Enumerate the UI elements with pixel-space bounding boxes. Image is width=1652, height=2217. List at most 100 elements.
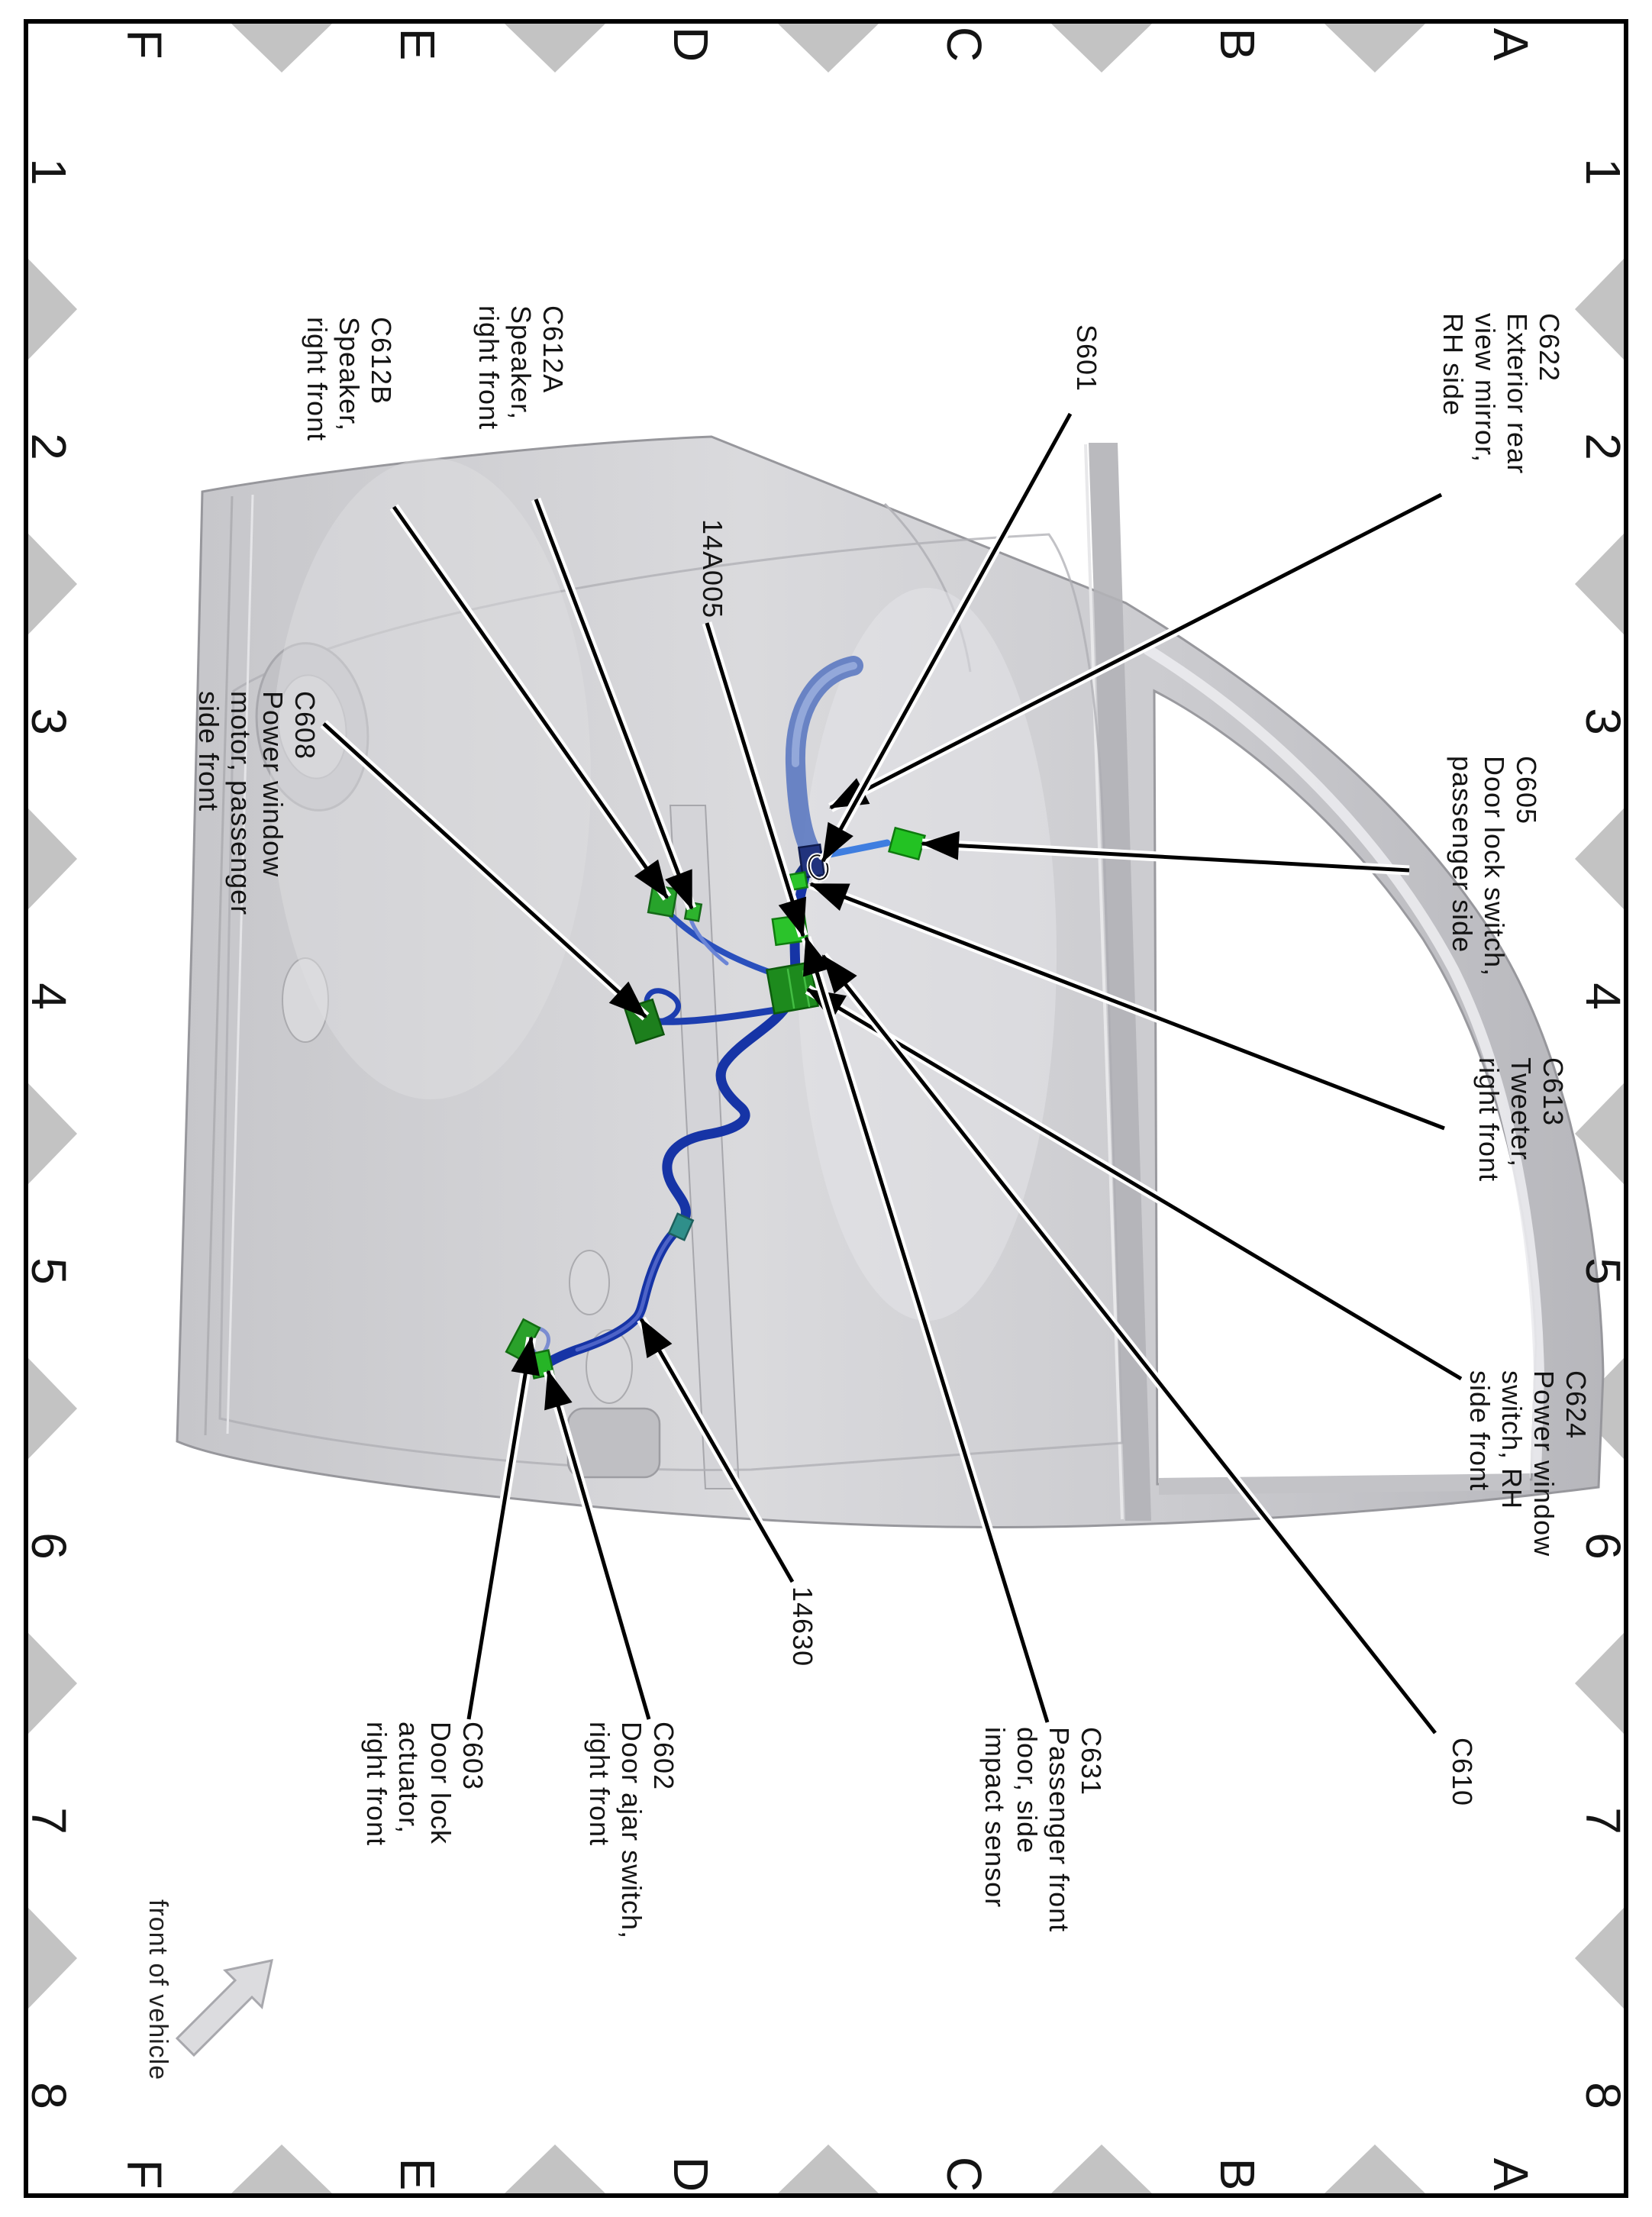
inner-panel-recess bbox=[218, 533, 1124, 1472]
hem-highlight bbox=[226, 494, 254, 1434]
grid-triangle bbox=[1325, 24, 1425, 73]
leader-14A005 bbox=[705, 622, 807, 937]
grid-triangle bbox=[231, 2144, 332, 2193]
connector-teal-clip bbox=[667, 1212, 695, 1241]
leader-C605 bbox=[921, 831, 1410, 873]
s601-splice-ring-outline bbox=[808, 854, 829, 880]
leader-14630 bbox=[639, 1318, 795, 1583]
grid-number-top-8: 8 bbox=[1576, 2082, 1631, 2109]
front-of-vehicle-arrow-icon bbox=[175, 1959, 273, 2057]
grid-number-bottom-4: 4 bbox=[21, 983, 76, 1010]
callout-14A005: 14A005 bbox=[697, 519, 728, 619]
grid-triangle bbox=[28, 534, 77, 634]
grid-number-bottom-5: 5 bbox=[21, 1257, 76, 1285]
grid-triangle bbox=[28, 808, 77, 909]
belt-line-band bbox=[1089, 443, 1151, 1521]
panel-oval-1 bbox=[569, 1250, 610, 1315]
panel-sheen-lower bbox=[270, 458, 591, 1099]
grid-number-bottom-1: 1 bbox=[21, 158, 76, 186]
grid-triangle bbox=[1325, 2144, 1425, 2193]
lock-recess bbox=[566, 1407, 661, 1479]
callout-C631: C631 Passenger front door, side impact s… bbox=[979, 1727, 1107, 1933]
callout-C603: C603 Door lock actuator, right front bbox=[361, 1722, 489, 1847]
callout-14630: 14630 bbox=[787, 1586, 818, 1667]
grid-triangle bbox=[778, 2144, 879, 2193]
hem-line bbox=[204, 495, 234, 1436]
grid-triangle bbox=[28, 1083, 77, 1184]
callout-leaders bbox=[320, 411, 1464, 1737]
leader-C631 bbox=[802, 936, 1050, 1723]
leader-C622 bbox=[829, 492, 1443, 810]
callout-C608: C608 Power window motor, passenger side … bbox=[193, 691, 321, 916]
grid-letter-right-A: A bbox=[1483, 2157, 1538, 2191]
grid-letter-right-B: B bbox=[1210, 2157, 1265, 2191]
grid-triangle bbox=[505, 24, 605, 73]
grid-letter-left-A: A bbox=[1483, 27, 1538, 61]
grid-letter-left-D: D bbox=[663, 26, 718, 63]
leader-C624 bbox=[806, 987, 1463, 1381]
grid-triangle bbox=[1051, 24, 1152, 73]
grid-number-top-5: 5 bbox=[1576, 1257, 1631, 1285]
grid-number-bottom-3: 3 bbox=[21, 708, 76, 735]
grid-number-top-1: 1 bbox=[1576, 158, 1631, 186]
grid-triangle bbox=[1575, 808, 1624, 909]
regulator-channel bbox=[669, 805, 740, 1489]
panel-oval-2 bbox=[586, 1329, 633, 1404]
grid-number-bottom-2: 2 bbox=[21, 433, 76, 460]
callout-C624: C624 Power window switch, RH side front bbox=[1464, 1370, 1592, 1557]
grid-triangle bbox=[28, 1908, 77, 2009]
grid-triangle bbox=[28, 1633, 77, 1734]
sash-rear-post bbox=[1158, 1473, 1531, 1495]
leader-C613 bbox=[809, 882, 1445, 1131]
grid-triangle bbox=[1575, 534, 1624, 634]
grid-triangle bbox=[1575, 1083, 1624, 1184]
grid-triangle bbox=[1575, 259, 1624, 360]
callout-S601: S601 bbox=[1071, 324, 1102, 392]
grid-number-bottom-8: 8 bbox=[21, 2082, 76, 2109]
harness-conduit-highlight bbox=[791, 662, 857, 767]
grid-number-top-6: 6 bbox=[1576, 1532, 1631, 1560]
grid-triangle bbox=[1051, 2144, 1152, 2193]
callout-C602: C602 Door ajar switch, right front bbox=[584, 1722, 679, 1940]
callout-C605: C605 Door lock switch, passenger side bbox=[1447, 756, 1542, 977]
callout-C612A: C612A Speaker, right front bbox=[473, 305, 569, 431]
speaker-embossment-inner bbox=[277, 674, 347, 779]
grid-letter-right-C: C bbox=[937, 2156, 992, 2193]
grid-triangle bbox=[231, 24, 332, 73]
grid-number-top-2: 2 bbox=[1576, 433, 1631, 460]
grid-triangle bbox=[28, 259, 77, 360]
grid-letter-left-F: F bbox=[117, 29, 172, 60]
grid-letter-right-F: F bbox=[117, 2159, 172, 2190]
grid-triangles bbox=[28, 24, 1624, 2193]
grid-letter-left-B: B bbox=[1210, 27, 1265, 61]
grid-number-bottom-7: 7 bbox=[21, 1807, 76, 1835]
grid-triangle bbox=[778, 24, 879, 73]
grid-letter-right-E: E bbox=[390, 2157, 445, 2191]
grid-number-bottom-6: 6 bbox=[21, 1532, 76, 1560]
grid-number-top-7: 7 bbox=[1576, 1807, 1631, 1835]
leader-C612A bbox=[534, 499, 694, 910]
callout-C612B: C612B Speaker, right front bbox=[302, 317, 397, 442]
grid-triangle bbox=[1575, 1908, 1624, 2009]
sash-highlight bbox=[1144, 644, 1545, 1474]
leader-C603 bbox=[466, 1336, 540, 1720]
grid-letter-left-C: C bbox=[937, 26, 992, 63]
leader-C602 bbox=[544, 1370, 651, 1720]
harness-trunk-highlight bbox=[575, 1231, 676, 1352]
leader-C608 bbox=[322, 722, 647, 1018]
grid-triangle bbox=[28, 1358, 77, 1459]
grid-letter-right-D: D bbox=[663, 2156, 718, 2193]
grid-triangle bbox=[1575, 1633, 1624, 1734]
leader-C610 bbox=[821, 954, 1437, 1735]
leader-S601 bbox=[821, 412, 1073, 863]
callout-C613: C613 Tweeter, right front bbox=[1473, 1057, 1569, 1183]
door-shell-rendering bbox=[176, 435, 1605, 1528]
grid-number-top-4: 4 bbox=[1576, 983, 1631, 1010]
grid-triangle bbox=[505, 2144, 605, 2193]
callout-C610: C610 bbox=[1447, 1738, 1478, 1807]
belt-line-highlight bbox=[1084, 444, 1124, 1520]
page-frame bbox=[24, 19, 1628, 2198]
